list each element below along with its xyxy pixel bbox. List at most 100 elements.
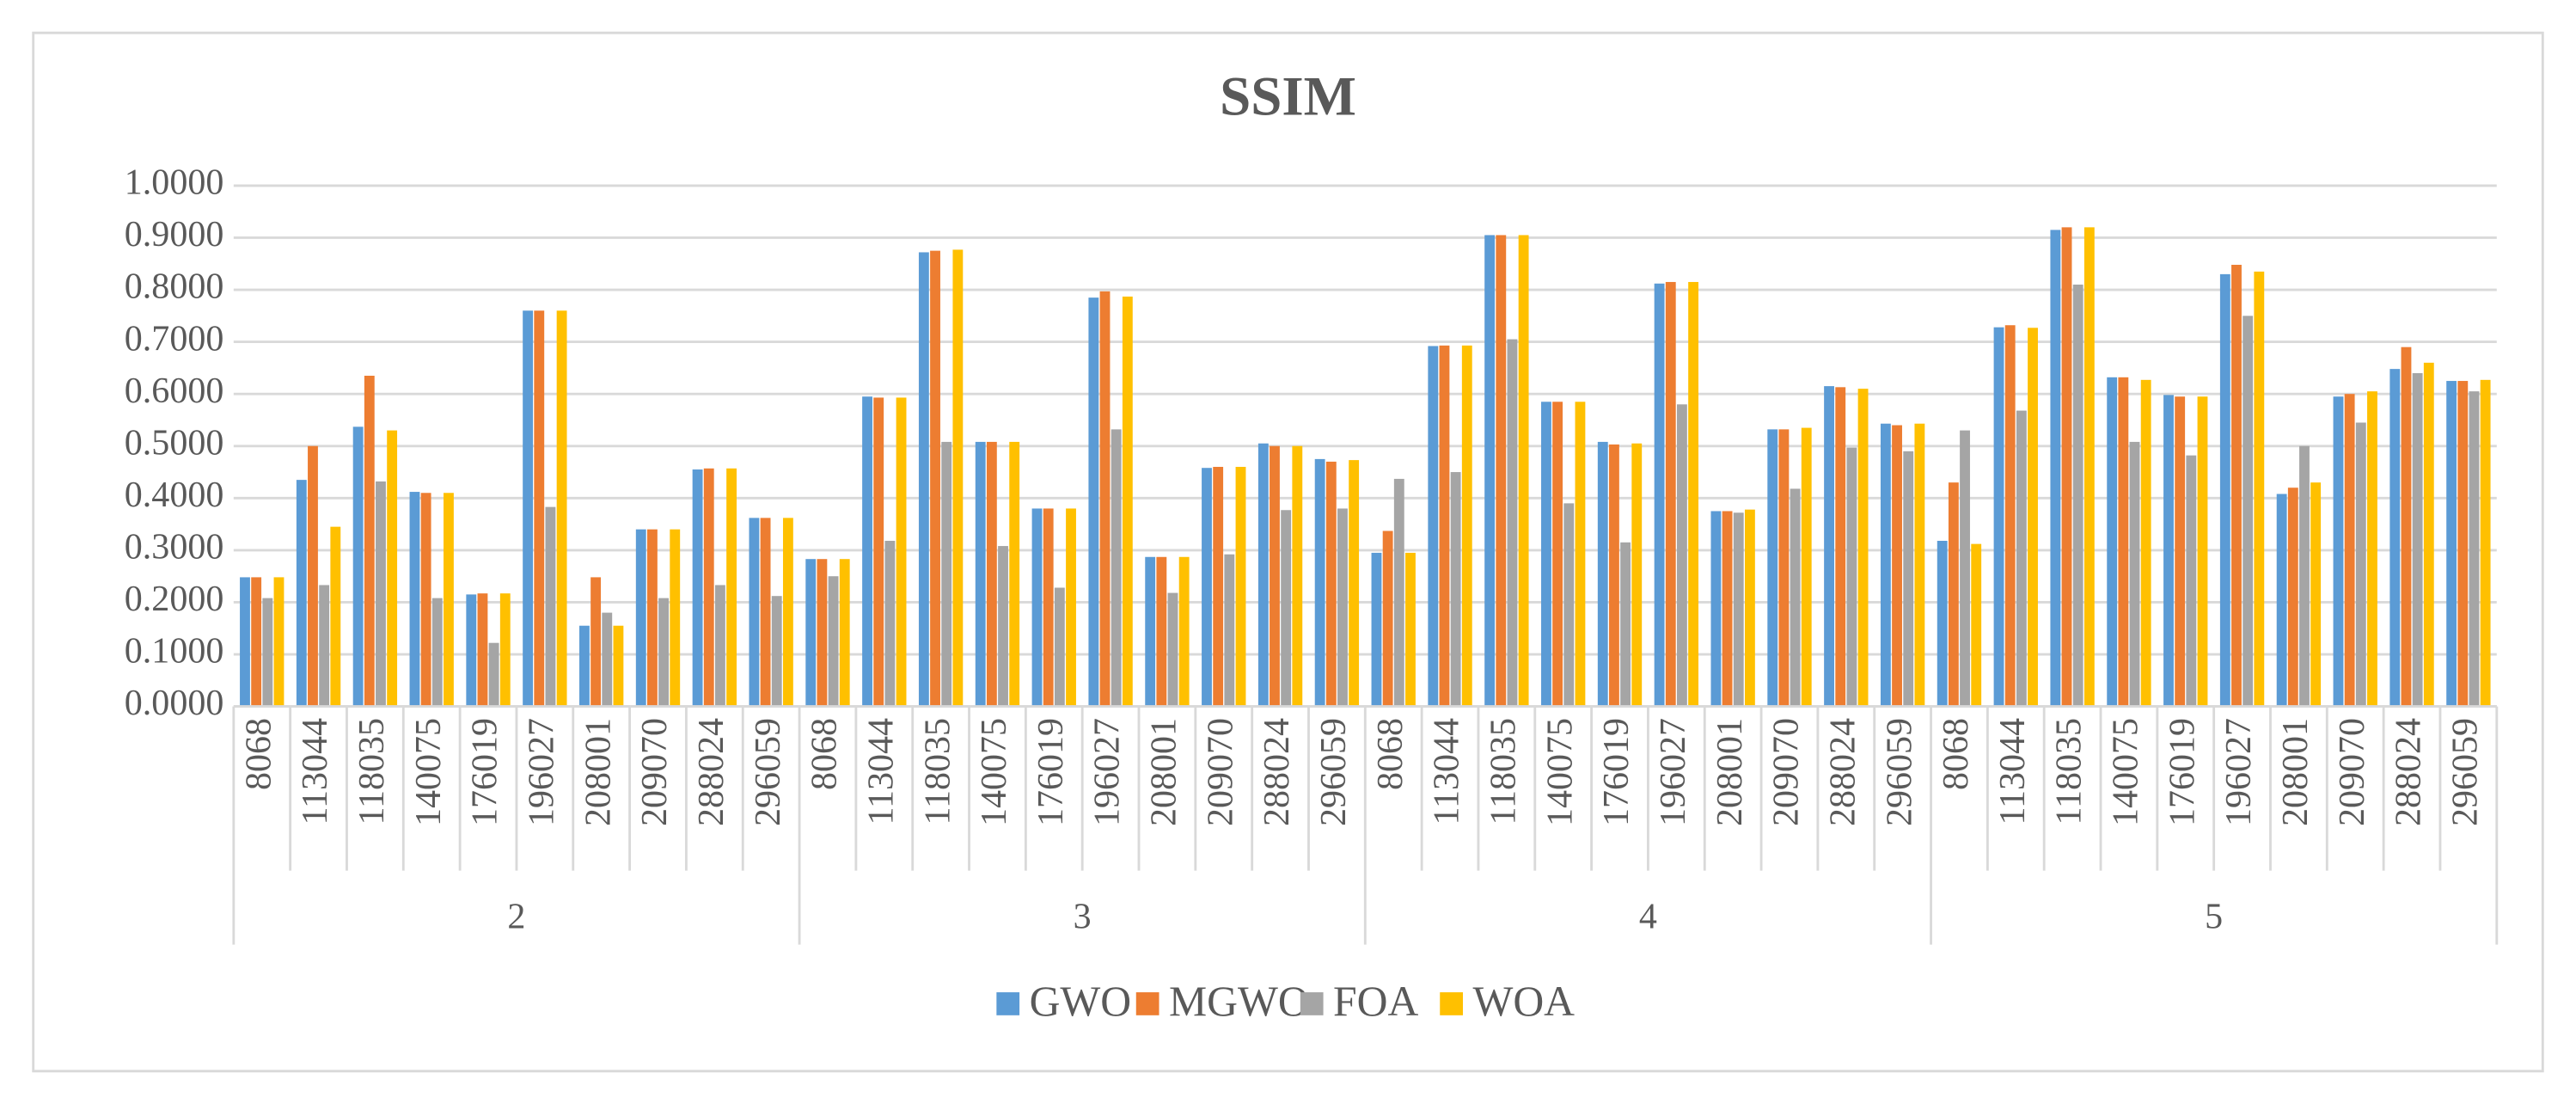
y-tick-label: 0.0000: [125, 684, 224, 723]
bar: [1620, 542, 1631, 707]
y-tick-label: 0.9000: [125, 215, 224, 255]
group-label: 4: [1639, 898, 1657, 937]
bar: [330, 526, 341, 707]
bar: [1597, 441, 1608, 707]
bar: [352, 426, 364, 707]
bar: [1461, 345, 1472, 707]
bar: [828, 576, 839, 707]
x-tick-label: 209070: [2333, 718, 2372, 826]
x-tick-label: 208001: [578, 718, 618, 826]
bar: [1507, 339, 1518, 707]
bar: [726, 468, 737, 707]
x-tick-label: 140075: [1540, 718, 1580, 826]
bar: [2243, 316, 2254, 707]
bar: [2401, 347, 2412, 707]
bar: [1111, 429, 1122, 707]
x-tick-label: 288024: [2389, 718, 2429, 826]
y-tick-label: 0.7000: [125, 319, 224, 359]
x-tick-label: 140075: [2107, 718, 2146, 826]
bar: [1009, 441, 1020, 707]
legend-label: WOA: [1472, 978, 1575, 1025]
x-tick-label: 296059: [1314, 718, 1354, 826]
bar: [1541, 402, 1551, 707]
bar: [1790, 488, 1801, 707]
bar: [2423, 362, 2434, 707]
bar: [1971, 543, 1982, 707]
bar: [590, 577, 602, 707]
bar: [1122, 296, 1133, 707]
bar: [1270, 445, 1280, 707]
bar: [387, 430, 398, 707]
bar: [1846, 447, 1857, 707]
bar: [749, 518, 760, 707]
bar: [2333, 396, 2344, 707]
bar: [1563, 503, 1575, 707]
bar: [1450, 472, 1461, 707]
bar: [2469, 391, 2480, 707]
bar: [771, 596, 782, 707]
bar: [1778, 429, 1790, 707]
bar: [534, 310, 545, 707]
legend-swatch: [1300, 992, 1324, 1015]
bar: [1371, 552, 1382, 707]
x-tick-label: 118035: [1484, 718, 1524, 825]
x-tick-label: 140075: [409, 718, 449, 826]
bar: [1903, 451, 1914, 707]
bar: [1676, 404, 1687, 707]
y-tick-label: 0.3000: [125, 528, 224, 567]
legend-swatch: [1135, 992, 1160, 1015]
bar: [896, 397, 907, 707]
bar: [646, 529, 658, 707]
bar: [308, 445, 318, 707]
bar: [251, 577, 262, 707]
bar: [884, 540, 896, 707]
bar: [1054, 587, 1065, 707]
bar: [1960, 430, 1970, 707]
bar: [1439, 345, 1450, 707]
bar: [240, 577, 250, 707]
bar: [1257, 443, 1269, 707]
bar: [1914, 423, 1925, 707]
bar: [975, 441, 986, 707]
bar: [1031, 508, 1043, 707]
bar: [2412, 372, 2423, 707]
bar: [2254, 271, 2265, 707]
bar: [714, 585, 725, 707]
bar: [1824, 386, 1834, 707]
bar: [670, 529, 681, 707]
bar: [1518, 235, 1529, 707]
bar: [2186, 455, 2197, 707]
bar: [2004, 325, 2016, 707]
bar: [2072, 284, 2083, 707]
bar: [1167, 592, 1178, 707]
bar: [2107, 377, 2118, 707]
bar: [2389, 369, 2401, 707]
x-tick-label: 208001: [1145, 718, 1184, 826]
x-tick-label: 296059: [1880, 718, 1919, 826]
bar: [273, 577, 285, 707]
group-label: 2: [507, 898, 525, 937]
bar: [635, 529, 646, 707]
x-tick-label: 118035: [352, 718, 392, 825]
bar: [692, 469, 703, 707]
legend-swatch: [1440, 992, 1463, 1015]
bar: [1801, 427, 1812, 707]
legend-label: GWO: [1030, 978, 1132, 1025]
legend-label: FOA: [1333, 978, 1418, 1025]
y-tick-label: 0.4000: [125, 475, 224, 515]
bar: [1099, 291, 1111, 707]
bar: [2175, 396, 2186, 707]
x-tick-label: 113044: [1993, 718, 2033, 825]
bar: [1043, 508, 1054, 707]
group-label: 5: [2205, 898, 2223, 937]
bar: [602, 612, 613, 707]
bar: [658, 598, 670, 707]
bar: [1993, 327, 2004, 707]
bar: [579, 625, 590, 707]
x-tick-label: 176019: [1031, 718, 1071, 826]
x-tick-label: 288024: [1257, 718, 1297, 826]
bar: [1484, 235, 1496, 707]
bar: [1880, 423, 1891, 707]
x-tick-label: 118035: [2050, 718, 2090, 825]
bar: [941, 441, 952, 707]
